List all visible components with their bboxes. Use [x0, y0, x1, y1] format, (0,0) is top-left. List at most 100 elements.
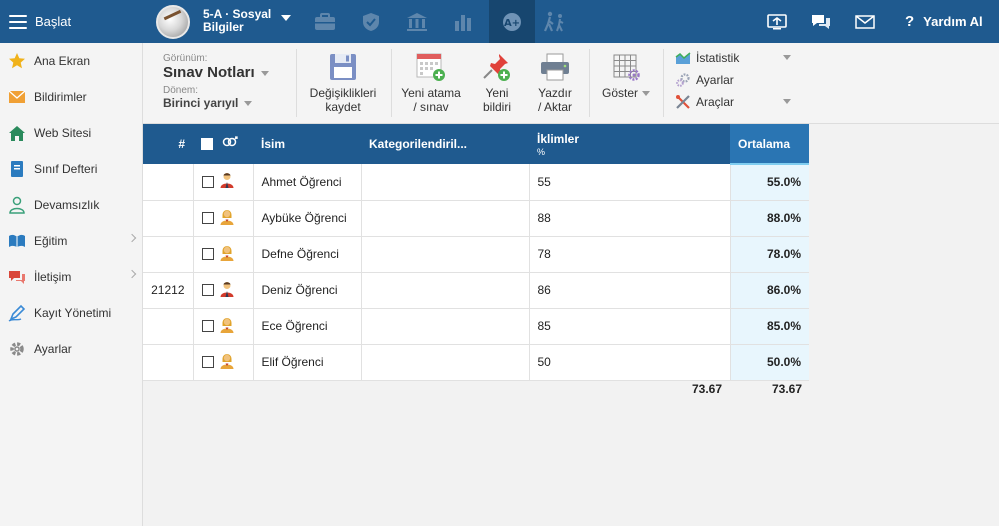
category-cell[interactable]	[361, 200, 530, 237]
table-row[interactable]: Aybüke Öğrenci 88 88.0%	[143, 200, 809, 237]
table-row[interactable]: Ahmet Öğrenci 55 55.0%	[143, 164, 809, 201]
student-name[interactable]: Elif Öğrenci	[253, 344, 362, 381]
row-checkbox[interactable]	[201, 284, 214, 296]
show-button[interactable]: Göster	[596, 51, 656, 100]
category-cell[interactable]	[361, 308, 530, 345]
tab-walking[interactable]	[532, 0, 578, 43]
table-row[interactable]: Defne Öğrenci 78 78.0%	[143, 236, 809, 273]
student-number	[143, 164, 194, 201]
student-name[interactable]: Defne Öğrenci	[253, 236, 362, 273]
chevron-down-icon	[783, 99, 791, 104]
column-header-number[interactable]: #	[143, 124, 193, 164]
help-button[interactable]: ? Yardım Al	[905, 0, 983, 43]
chevron-down-icon[interactable]	[281, 15, 291, 21]
row-checkbox[interactable]	[201, 320, 214, 332]
table-row[interactable]: 21212 Deniz Öğrenci 86 86.0%	[143, 272, 809, 309]
sidebar-item-label: Bildirimler	[34, 90, 87, 104]
chevron-down-icon[interactable]	[244, 101, 253, 107]
student-name[interactable]: Aybüke Öğrenci	[253, 200, 362, 237]
sidebar-item-class-book[interactable]: Sınıf Defteri	[0, 151, 143, 187]
new-report-button[interactable]: Yeni bildiri	[470, 51, 524, 114]
print-line2: / Aktar	[537, 100, 572, 114]
category-cell[interactable]	[361, 272, 530, 309]
toolbar-divider	[296, 49, 297, 117]
gear-icon	[8, 340, 26, 358]
cast-button[interactable]	[767, 0, 787, 43]
climates-score-cell[interactable]: 55	[529, 164, 731, 201]
sidebar-item-label: Kayıt Yönetimi	[34, 306, 112, 320]
student-name[interactable]: Ece Öğrenci	[253, 308, 362, 345]
print-export-button[interactable]: Yazdır / Aktar	[528, 51, 582, 114]
view-value[interactable]: Sınav Notları	[163, 64, 255, 81]
save-changes-button[interactable]: Değişiklikleri kaydet	[293, 51, 393, 114]
new-assignment-button[interactable]: Yeni atama / sınav	[395, 51, 467, 114]
chat-icon	[8, 268, 26, 286]
bar-chart-icon	[455, 14, 471, 31]
student-number	[143, 308, 194, 345]
row-checkbox[interactable]	[201, 248, 214, 260]
sidebar-item-label: Sınıf Defteri	[34, 162, 98, 176]
climates-score-cell[interactable]: 50	[529, 344, 731, 381]
category-cell[interactable]	[361, 236, 530, 273]
new-report-line1: Yeni	[485, 86, 509, 100]
show-label: Göster	[601, 86, 638, 100]
average-cell: 86.0%	[730, 272, 809, 309]
sidebar-item-settings[interactable]: Ayarlar	[0, 331, 143, 367]
climates-score-cell[interactable]: 78	[529, 236, 731, 273]
statistics-icon	[675, 50, 691, 66]
messages-button[interactable]	[810, 0, 832, 43]
student-name[interactable]: Ahmet Öğrenci	[253, 164, 362, 201]
toolbar-divider	[391, 49, 392, 117]
table-row[interactable]: Ece Öğrenci 85 85.0%	[143, 308, 809, 345]
start-label: Başlat	[35, 14, 72, 29]
statistics-menu[interactable]: İstatistik	[675, 49, 791, 67]
climates-score-cell[interactable]: 85	[529, 308, 731, 345]
class-avatar[interactable]	[156, 5, 190, 39]
student-number	[143, 200, 194, 237]
sidebar-item-education[interactable]: Eğitim	[0, 223, 143, 259]
climates-score-cell[interactable]: 86	[529, 272, 731, 309]
sidebar-item-website[interactable]: Web Sitesi	[0, 115, 143, 151]
tools-icon	[675, 94, 691, 110]
tab-shield[interactable]	[348, 0, 394, 43]
sidebar-item-registration[interactable]: Kayıt Yönetimi	[0, 295, 143, 331]
column-header-category[interactable]: Kategorilendiril...	[361, 124, 529, 164]
select-all-checkbox[interactable]	[201, 138, 213, 150]
envelope-icon	[8, 88, 26, 106]
sidebar-item-communication[interactable]: İletişim	[0, 259, 143, 295]
sidebar-item-home[interactable]: Ana Ekran	[0, 43, 143, 79]
sidebar-item-label: Eğitim	[34, 234, 68, 248]
mail-button[interactable]	[855, 0, 875, 43]
female-student-icon	[220, 317, 234, 336]
shield-icon	[363, 12, 379, 31]
tools-menu[interactable]: Araçlar	[675, 93, 791, 111]
class-name[interactable]: 5-A · Sosyal Bilgiler	[203, 7, 272, 34]
column-header-climates[interactable]: İklimler %	[529, 124, 730, 164]
category-cell[interactable]	[361, 164, 530, 201]
term-value[interactable]: Birinci yarıyıl	[163, 96, 239, 110]
start-menu-button[interactable]: Başlat	[0, 0, 143, 43]
top-bar: Başlat 5-A · Sosyal Bilgiler A+ ? Yardım…	[0, 0, 999, 43]
sidebar-item-notifications[interactable]: Bildirimler	[0, 79, 143, 115]
tab-institution[interactable]	[394, 0, 440, 43]
climates-score-cell[interactable]: 88	[529, 200, 731, 237]
row-checkbox[interactable]	[201, 212, 214, 224]
gender-icon[interactable]	[222, 135, 238, 153]
view-selector[interactable]: Görünüm: Sınav Notları Dönem: Birinci ya…	[163, 54, 293, 110]
student-name[interactable]: Deniz Öğrenci	[253, 272, 362, 309]
category-cell[interactable]	[361, 344, 530, 381]
term-label: Dönem:	[163, 85, 199, 96]
tab-briefcase[interactable]	[302, 0, 348, 43]
row-checkbox[interactable]	[201, 356, 214, 368]
column-header-average[interactable]: Ortalama	[730, 124, 809, 165]
tab-statistics[interactable]	[440, 0, 486, 43]
tab-grades[interactable]: A+	[489, 0, 535, 43]
row-checkbox[interactable]	[201, 175, 214, 188]
column-header-name[interactable]: İsim	[253, 124, 361, 164]
settings-menu[interactable]: Ayarlar	[675, 71, 734, 89]
sidebar-item-attendance[interactable]: Devamsızlık	[0, 187, 143, 223]
walking-icon	[543, 11, 564, 31]
chevron-down-icon[interactable]	[260, 71, 269, 77]
chevron-down-icon	[783, 55, 791, 60]
table-row[interactable]: Elif Öğrenci 50 50.0%	[143, 344, 809, 381]
